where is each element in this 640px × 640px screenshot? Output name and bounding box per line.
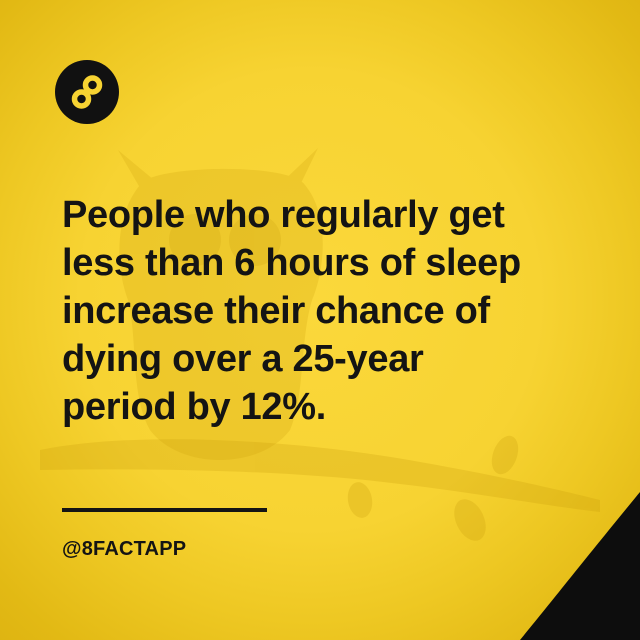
fact-line: increase their chance of — [62, 290, 490, 332]
fact-line: period by 12%. — [62, 386, 326, 428]
fact-text: People who regularly get less than 6 hou… — [62, 191, 582, 431]
app-logo — [55, 60, 119, 124]
fact-line: dying over a 25-year — [62, 338, 424, 380]
fact-line: less than 6 hours of sleep — [62, 242, 521, 284]
social-handle: @8FACTAPP — [62, 538, 187, 560]
fact-line: People who regularly get — [62, 194, 505, 236]
infinity-8-icon — [67, 72, 107, 112]
divider — [62, 508, 267, 512]
